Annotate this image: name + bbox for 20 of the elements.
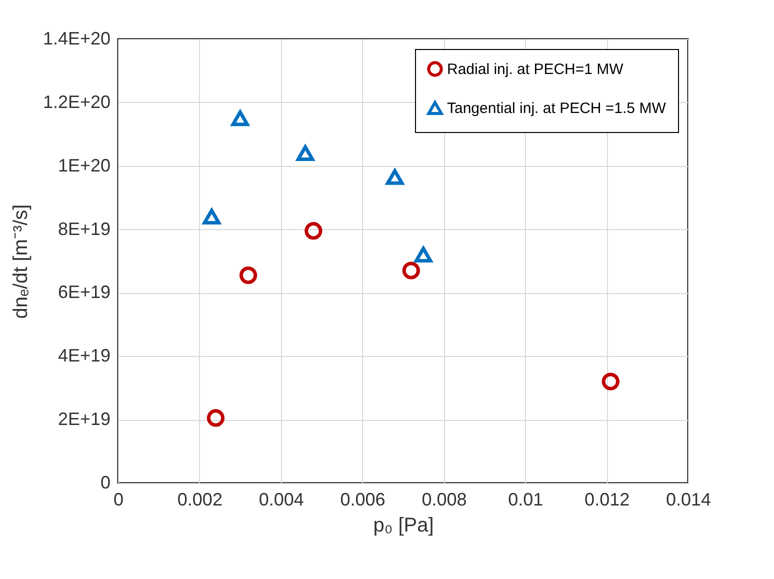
x-tick-label: 0 [113,490,124,510]
y-tick-label: 1.2E+20 [42,92,110,112]
y-tick-label: 0 [100,472,110,492]
y-tick-label: 2E+19 [58,409,110,430]
y-axis-title: dnₑ/dt [m⁻³/s] [10,204,32,319]
x-axis-title: p₀ [Pa] [373,514,434,536]
x-tick-label: 0.008 [422,490,467,510]
y-tick-label: 4E+19 [58,346,110,366]
x-tick-label: 0.012 [584,490,630,510]
x-tick-label: 0.004 [258,490,304,510]
y-tick-label: 1E+20 [58,155,110,176]
x-tick-label: 0.01 [508,490,544,510]
legend-label: Tangential inj. at PECH =1.5 MW [447,100,667,117]
x-tick-label: 0.014 [666,490,712,510]
x-tick-label: 0.006 [340,490,386,510]
y-tick-label: 8E+19 [58,218,110,239]
y-tick-label: 6E+19 [58,282,110,302]
legend-label: Radial inj. at PECH=1 MW [447,61,624,78]
x-tick-label: 0.002 [177,490,222,510]
y-tick-label: 1.4E+20 [42,28,110,48]
